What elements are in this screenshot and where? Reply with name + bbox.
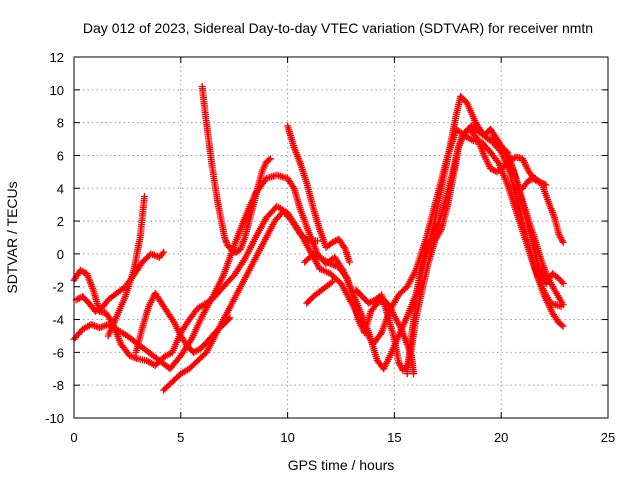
- series-track-8: [284, 122, 354, 266]
- data-markers-track-8: [284, 122, 354, 266]
- series-track-6: [160, 207, 322, 394]
- data-markers-track-11: [352, 125, 550, 374]
- data-markers-track-7: [198, 83, 275, 256]
- y-tick-label: 10: [50, 83, 64, 98]
- y-tick-label: -4: [52, 313, 64, 328]
- x-tick-label: 20: [494, 430, 508, 445]
- y-tick-label: 6: [57, 148, 64, 163]
- y-tick-label: -2: [52, 280, 64, 295]
- series-track-4: [104, 192, 148, 340]
- series-track-13: [519, 174, 567, 246]
- x-tick-label: 0: [70, 430, 77, 445]
- y-tick-label: 8: [57, 116, 64, 131]
- y-tick-label: 0: [57, 247, 64, 262]
- series-track-14: [489, 132, 567, 287]
- y-tick-label: 12: [50, 50, 64, 65]
- y-tick-label: 2: [57, 214, 64, 229]
- plot-frame: [73, 56, 609, 419]
- data-markers-track-13: [519, 174, 567, 246]
- series-track-7: [198, 83, 275, 256]
- tick-layer: 0 5 10 15 20 25 -10 -8 -6 -4 -2 0 2 4 6 8 10 12: [45, 50, 615, 445]
- y-tick-label: -10: [45, 411, 64, 426]
- data-markers-track-14: [489, 132, 567, 287]
- data-layer: [70, 83, 567, 394]
- y-tick-label: -8: [52, 378, 64, 393]
- data-markers-track-4: [104, 192, 148, 340]
- series-track-10: [303, 278, 336, 307]
- x-tick-label: 10: [280, 430, 294, 445]
- chart-title: Day 012 of 2023, Sidereal Day-to-day VTE…: [83, 20, 593, 36]
- y-tick-label: -6: [52, 345, 64, 360]
- data-markers-track-10: [303, 278, 336, 307]
- y-tick-label: 4: [57, 181, 64, 196]
- y-axis-label: SDTVAR / TECUs: [4, 181, 20, 293]
- x-tick-label: 15: [387, 430, 401, 445]
- x-tick-label: 5: [177, 430, 184, 445]
- x-axis-label: GPS time / hours: [288, 457, 395, 473]
- x-tick-label: 25: [601, 430, 615, 445]
- data-markers-track-6: [160, 207, 322, 394]
- series-track-11: [352, 125, 550, 374]
